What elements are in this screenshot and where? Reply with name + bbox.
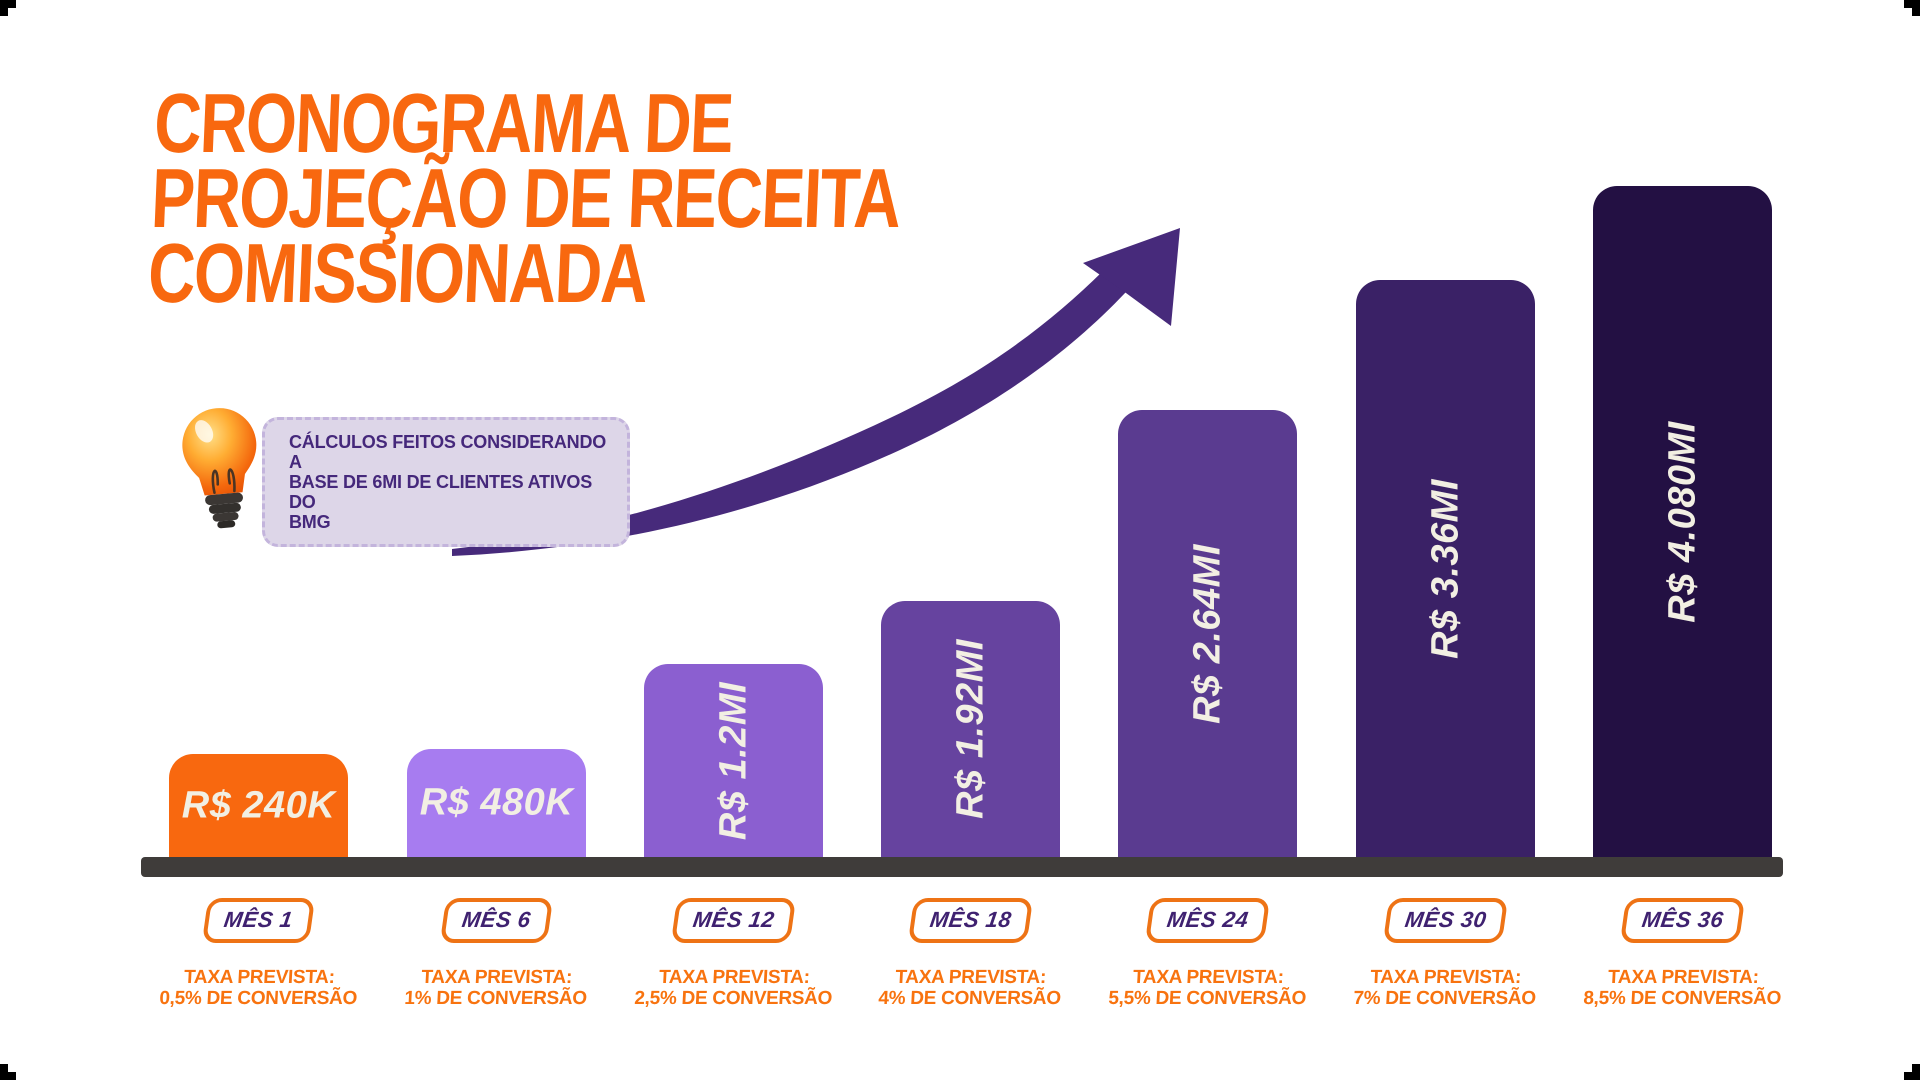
note-box: CÁLCULOS FEITOS CONSIDERANDO A BASE DE 6… xyxy=(262,417,630,547)
taxa-prevista-line: TAXA PREVISTA: xyxy=(183,967,335,988)
axis-column-3: MÊS 12 TAXA PREVISTA: 2,5% DE CONVERSÃO xyxy=(614,898,854,1009)
axis-column-1: MÊS 1 TAXA PREVISTA: 0,5% DE CONVERSÃO xyxy=(139,898,379,1009)
month-pill: MÊS 12 xyxy=(670,898,797,943)
bar-value-label: R$ 2.64MI xyxy=(1186,543,1228,724)
bar-value-label: R$ 240K xyxy=(181,784,336,826)
month-pill: MÊS 18 xyxy=(907,898,1034,943)
conversion-pct-line: 1% DE CONVERSÃO xyxy=(404,988,588,1009)
axis-column-5: MÊS 24 TAXA PREVISTA: 5,5% DE CONVERSÃO xyxy=(1088,898,1328,1009)
taxa-prevista-line: TAXA PREVISTA: xyxy=(1370,967,1522,988)
bar-7: R$ 4.080MI xyxy=(1593,186,1772,857)
taxa-prevista-line: TAXA PREVISTA: xyxy=(1132,967,1284,988)
taxa-prevista-line: TAXA PREVISTA: xyxy=(658,967,810,988)
month-pill: MÊS 30 xyxy=(1382,898,1509,943)
crop-mark-top-left xyxy=(0,0,16,8)
conversion-rate-label: TAXA PREVISTA: 5,5% DE CONVERSÃO xyxy=(1108,967,1308,1009)
conversion-rate-label: TAXA PREVISTA: 2,5% DE CONVERSÃO xyxy=(634,967,834,1009)
growth-arrow-icon xyxy=(452,228,1180,556)
axis-column-2: MÊS 6 TAXA PREVISTA: 1% DE CONVERSÃO xyxy=(377,898,617,1009)
bar-value-label: R$ 1.92MI xyxy=(949,639,991,819)
page-title-line-1: CRONOGRAMA DE xyxy=(152,76,735,170)
axis-column-7: MÊS 36 TAXA PREVISTA: 8,5% DE CONVERSÃO xyxy=(1563,898,1803,1009)
conversion-rate-label: TAXA PREVISTA: 1% DE CONVERSÃO xyxy=(404,967,589,1009)
bar-value-label: R$ 1.2MI xyxy=(712,681,754,840)
note-line-3: BMG xyxy=(289,512,331,532)
conversion-rate-label: TAXA PREVISTA: 8,5% DE CONVERSÃO xyxy=(1583,967,1783,1009)
bar-6: R$ 3.36MI xyxy=(1356,280,1535,857)
taxa-prevista-line: TAXA PREVISTA: xyxy=(895,967,1047,988)
crop-mark-bottom-left xyxy=(0,1072,16,1080)
conversion-rate-label: TAXA PREVISTA: 4% DE CONVERSÃO xyxy=(878,967,1063,1009)
conversion-pct-line: 0,5% DE CONVERSÃO xyxy=(158,988,358,1009)
bar-value-label: R$ 3.36MI xyxy=(1424,478,1466,659)
conversion-rate-label: TAXA PREVISTA: 0,5% DE CONVERSÃO xyxy=(159,967,359,1009)
bar-2: R$ 480K xyxy=(407,749,586,857)
crop-mark-top-left xyxy=(0,0,8,16)
month-pill: MÊS 36 xyxy=(1619,898,1746,943)
conversion-pct-line: 4% DE CONVERSÃO xyxy=(878,988,1062,1009)
axis-column-4: MÊS 18 TAXA PREVISTA: 4% DE CONVERSÃO xyxy=(851,898,1091,1009)
bar-1: R$ 240K xyxy=(169,754,348,857)
conversion-rate-label: TAXA PREVISTA: 7% DE CONVERSÃO xyxy=(1353,967,1538,1009)
month-pill: MÊS 24 xyxy=(1144,898,1271,943)
conversion-pct-line: 2,5% DE CONVERSÃO xyxy=(633,988,833,1009)
bar-value-label: R$ 480K xyxy=(419,781,574,824)
note-line-2: BASE DE 6MI DE CLIENTES ATIVOS DO xyxy=(289,472,593,512)
conversion-pct-line: 8,5% DE CONVERSÃO xyxy=(1582,988,1782,1009)
bar-value-label: R$ 4.080MI xyxy=(1661,420,1703,623)
bar-5: R$ 2.64MI xyxy=(1118,410,1297,857)
conversion-pct-line: 5,5% DE CONVERSÃO xyxy=(1107,988,1307,1009)
taxa-prevista-line: TAXA PREVISTA: xyxy=(421,967,573,988)
month-pill: MÊS 6 xyxy=(440,898,553,943)
chart-baseline xyxy=(141,857,1783,877)
taxa-prevista-line: TAXA PREVISTA: xyxy=(1607,967,1759,988)
bar-3: R$ 1.2MI xyxy=(644,664,823,857)
note-line-1: CÁLCULOS FEITOS CONSIDERANDO A xyxy=(289,432,607,472)
crop-mark-top-right xyxy=(1912,0,1920,16)
crop-mark-bottom-left xyxy=(0,1064,8,1080)
month-pill: MÊS 1 xyxy=(202,898,315,943)
axis-column-6: MÊS 30 TAXA PREVISTA: 7% DE CONVERSÃO xyxy=(1326,898,1566,1009)
bar-4: R$ 1.92MI xyxy=(881,601,1060,857)
lightbulb-icon xyxy=(182,408,257,529)
conversion-pct-line: 7% DE CONVERSÃO xyxy=(1353,988,1537,1009)
crop-mark-bottom-right xyxy=(1912,1064,1920,1080)
